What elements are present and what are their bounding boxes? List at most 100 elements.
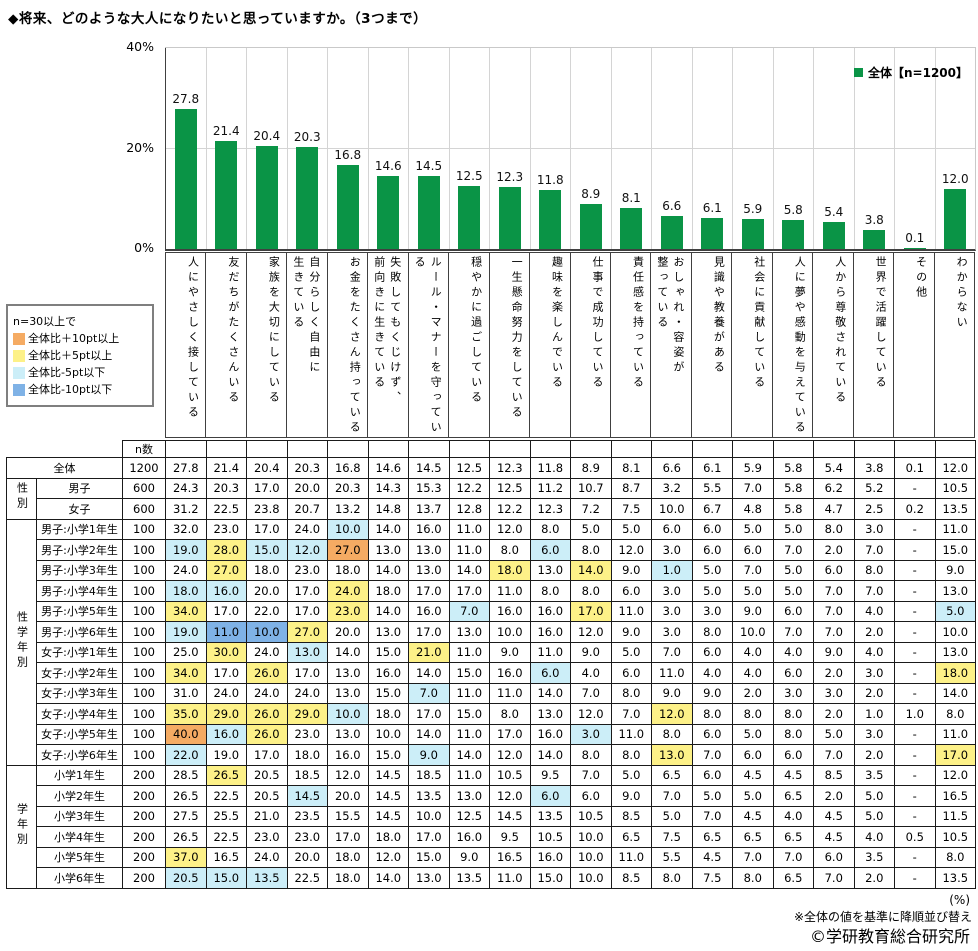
- value-cell: 20.3: [286, 457, 328, 479]
- value-cell: 20.0: [286, 846, 328, 868]
- category-label: 責任感を持っている: [610, 252, 652, 438]
- bar: [620, 208, 643, 249]
- value-cell: 7.0: [691, 805, 733, 827]
- value-cell: 16.0: [205, 723, 247, 745]
- value-cell: 14.3: [367, 477, 409, 499]
- value-cell: 16.0: [529, 846, 571, 868]
- value-cell: 14.0: [367, 518, 409, 540]
- value-cell: 2.0: [813, 703, 855, 725]
- value-cell: 34.0: [165, 662, 207, 684]
- bar-slot: 21.4: [205, 48, 247, 249]
- value-cell: 7.0: [813, 621, 855, 643]
- value-cell: 10.5: [570, 805, 612, 827]
- bar-slot: 14.6: [367, 48, 409, 249]
- value-cell: 8.0: [691, 703, 733, 725]
- n-cell: 100: [122, 682, 166, 704]
- bar-value-label: 21.4: [212, 124, 240, 138]
- value-cell: 16.0: [327, 744, 369, 766]
- value-cell: 7.0: [732, 559, 774, 581]
- value-cell: 8.9: [570, 457, 612, 479]
- value-cell: 1.0: [894, 703, 936, 725]
- value-cell: 23.5: [286, 805, 328, 827]
- percent-unit-label: (%): [949, 893, 970, 907]
- category-label: 友だちがたくさんいる: [206, 252, 247, 438]
- value-cell: 8.0: [570, 580, 612, 602]
- value-cell: 7.5: [691, 867, 733, 889]
- value-cell: 6.0: [691, 539, 733, 561]
- value-cell: 14.8: [367, 498, 409, 520]
- value-cell: 12.0: [934, 457, 976, 479]
- value-cell: 14.5: [489, 805, 531, 827]
- value-cell: 7.0: [570, 764, 612, 786]
- value-cell: 24.0: [246, 641, 288, 663]
- value-cell: 13.0: [327, 723, 369, 745]
- value-cell: 12.0: [570, 703, 612, 725]
- value-cell: 11.0: [448, 518, 490, 540]
- row-label: 女子: [36, 498, 123, 520]
- chart-legend: 全体【n=1200】: [854, 64, 968, 81]
- value-cell: 13.0: [408, 559, 450, 581]
- value-cell: 8.0: [489, 703, 531, 725]
- value-cell: 1.0: [651, 559, 693, 581]
- value-cell: 8.0: [651, 723, 693, 745]
- bar-value-label: 5.8: [783, 203, 803, 217]
- value-cell: 27.0: [286, 621, 328, 643]
- value-cell: 12.0: [934, 764, 976, 786]
- value-cell: 7.0: [732, 846, 774, 868]
- bar: [782, 220, 805, 249]
- table-row: 小学3年生 200 27.5 25.5 21.0 23.5 15.5 14.5 10.0 12.5…: [7, 805, 976, 827]
- value-cell: 14.5: [286, 785, 328, 807]
- value-cell: 12.0: [286, 539, 328, 561]
- header-cell: [246, 440, 288, 458]
- category-label: わからない: [934, 252, 976, 438]
- bar: [458, 186, 481, 249]
- value-cell: 7.0: [691, 744, 733, 766]
- value-cell: 11.0: [610, 600, 652, 622]
- value-cell: 20.5: [246, 764, 288, 786]
- value-cell: 5.0: [651, 805, 693, 827]
- n-cell: 200: [122, 785, 166, 807]
- value-cell: 0.5: [894, 826, 936, 848]
- value-cell: 20.0: [286, 477, 328, 499]
- value-cell: 24.0: [286, 518, 328, 540]
- n-cell: 100: [122, 703, 166, 725]
- value-cell: 5.0: [610, 518, 652, 540]
- value-cell: 8.0: [772, 703, 814, 725]
- value-cell: 23.8: [246, 498, 288, 520]
- category-label: 自分らしく自由に 生きている: [287, 252, 328, 438]
- table-row: 男子:小学4年生 100 18.0 16.0 20.0 17.0 24.0 18.0 17.0 1…: [7, 580, 976, 602]
- value-cell: 29.0: [286, 703, 328, 725]
- y-axis: 40% 20% 0%: [0, 39, 158, 255]
- value-cell: 13.0: [327, 662, 369, 684]
- value-cell: 8.0: [651, 867, 693, 889]
- bar-value-label: 20.4: [253, 129, 281, 143]
- sort-note: ※全体の値を基準に降順並び替え: [793, 910, 972, 924]
- value-cell: 12.0: [367, 846, 409, 868]
- value-cell: 10.5: [489, 764, 531, 786]
- bar-value-label: 0.1: [905, 231, 925, 245]
- value-cell: 5.0: [570, 518, 612, 540]
- value-cell: 6.5: [691, 826, 733, 848]
- value-cell: 22.5: [286, 867, 328, 889]
- value-cell: 5.0: [853, 805, 895, 827]
- bar: [903, 248, 926, 249]
- value-cell: 27.8: [165, 457, 207, 479]
- table-row: 男子:小学2年生 100 19.0 28.0 15.0 12.0 27.0 13.0 13.0 1…: [7, 539, 976, 561]
- bar-slot: 8.9: [570, 48, 611, 249]
- value-cell: 20.5: [246, 785, 288, 807]
- header-cell: [529, 440, 571, 458]
- table-row-overall: 全体 1200 27.8 21.4 20.4 20.3 16.8 14.6 14.5 12.5 12…: [6, 457, 976, 479]
- data-table: n数 全体 1200 27.8 21.4 20.4 20.3 16.8 14.6 14.5 12.5…: [6, 440, 976, 889]
- value-cell: 2.0: [853, 744, 895, 766]
- category-label: 一生懸命努力をしている: [489, 252, 531, 438]
- bar-slot: 6.6: [651, 48, 692, 249]
- row-label: 小学4年生: [36, 826, 123, 848]
- value-cell: 8.0: [813, 518, 855, 540]
- value-cell: 15.5: [327, 805, 369, 827]
- n-cell: 100: [122, 580, 166, 602]
- value-cell: -: [894, 662, 936, 684]
- bar-slot: 12.5: [448, 48, 490, 249]
- value-cell: 5.5: [651, 846, 693, 868]
- value-cell: 7.5: [610, 498, 652, 520]
- bar-slot: 20.4: [246, 48, 287, 249]
